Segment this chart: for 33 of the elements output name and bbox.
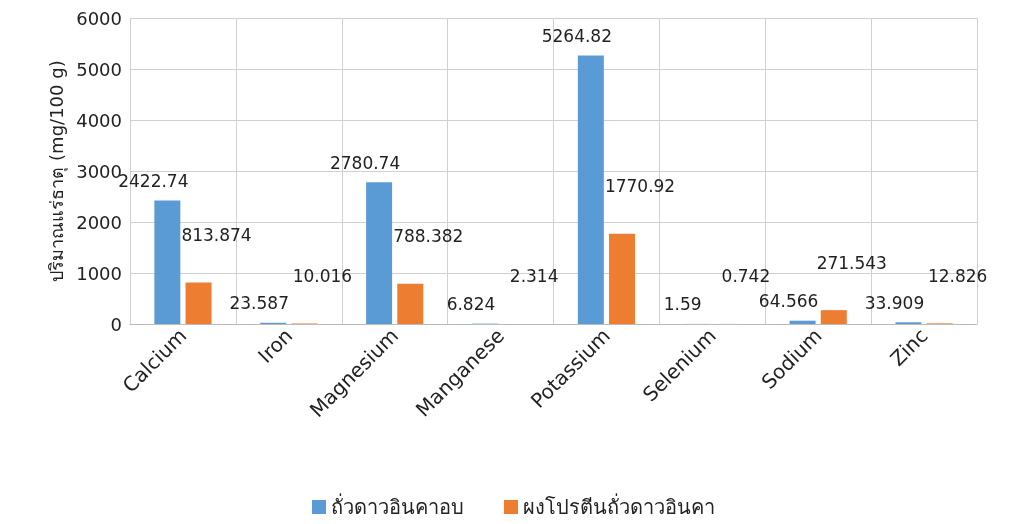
data-label: 64.566 (758, 291, 819, 312)
data-label: 1770.92 (604, 176, 676, 197)
x-tick-label: Iron (253, 323, 298, 368)
data-label: 6.824 (446, 294, 496, 315)
data-label: 23.587 (229, 293, 289, 314)
bar (154, 200, 181, 324)
y-tick-label: 4000 (76, 109, 122, 131)
data-label: 788.382 (393, 226, 464, 247)
data-label: 2.314 (509, 266, 559, 287)
legend-label: ผงโปรตีนถั่วดาวอินคา (523, 493, 715, 519)
data-label: 12.826 (927, 265, 988, 286)
legend-label: ถั่วดาวอินคาอบ (331, 493, 464, 519)
bar (789, 320, 816, 324)
data-label: 813.874 (181, 224, 252, 245)
data-label: 0.742 (721, 266, 771, 287)
data-label: 10.016 (292, 265, 353, 286)
bar (577, 55, 604, 324)
data-label: 33.909 (864, 292, 925, 313)
data-label: 2780.74 (329, 152, 401, 173)
y-tick-label: 0 (110, 313, 122, 335)
y-tick-label: 1000 (76, 262, 122, 284)
data-label: 1.59 (663, 294, 702, 315)
bar (609, 233, 636, 324)
y-axis-title: ปริมาณแร่ธาตุ (mg/100 g) (45, 60, 68, 282)
y-tick-label: 2000 (76, 211, 122, 233)
y-tick-label: 5000 (76, 58, 122, 80)
bar (397, 283, 424, 324)
y-tick-label: 6000 (76, 7, 122, 29)
bar (366, 182, 393, 324)
data-label: 271.543 (816, 252, 887, 273)
bar (185, 282, 212, 324)
data-label: 5264.82 (541, 25, 612, 46)
bar (820, 310, 847, 324)
